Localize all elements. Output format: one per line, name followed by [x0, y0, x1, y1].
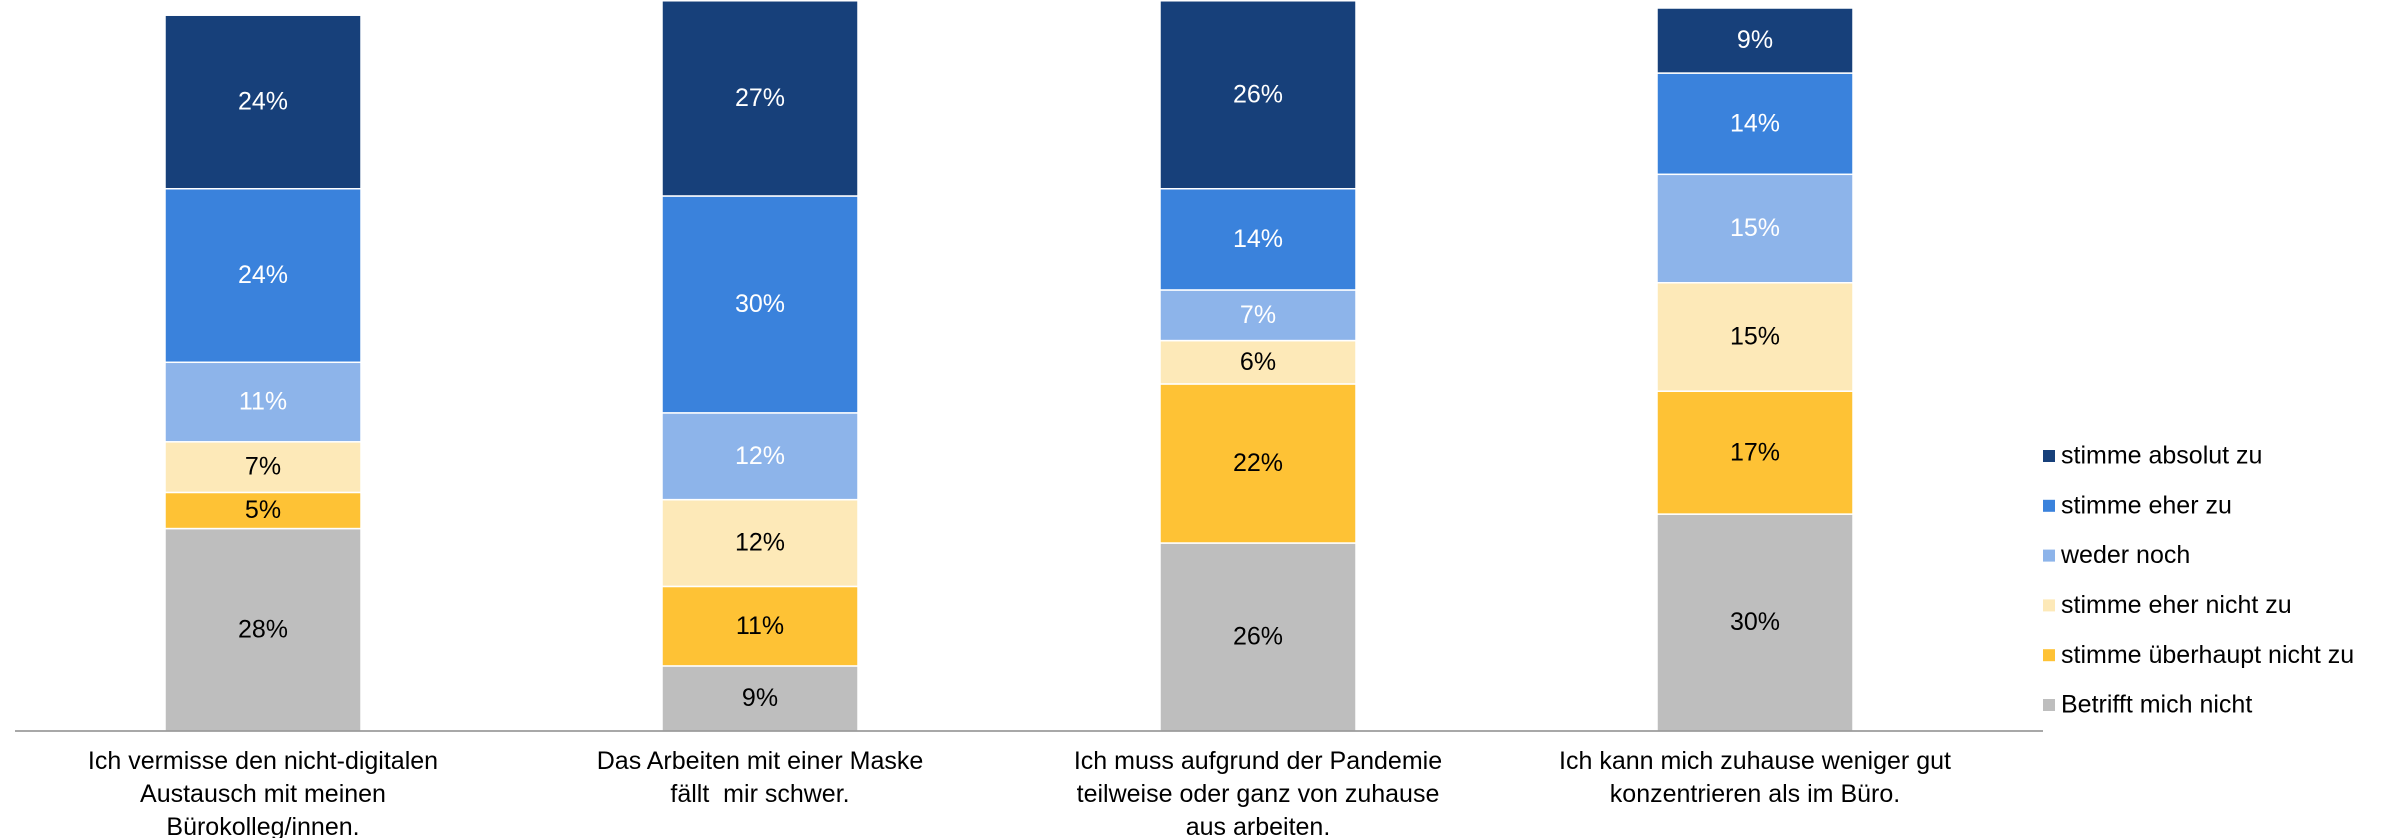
bar-segment — [1159, 188, 1357, 291]
data-label: 14% — [1730, 109, 1780, 137]
bar-segment — [164, 14, 362, 190]
legend-label: stimme absolut zu — [2061, 442, 2262, 470]
bar-segment — [661, 498, 859, 588]
data-label: 17% — [1730, 438, 1780, 466]
data-label: 6% — [1240, 348, 1276, 376]
data-label: 22% — [1233, 449, 1283, 477]
data-label: 11% — [239, 388, 287, 416]
bar-segment — [1656, 7, 1854, 74]
legend-label: stimme eher nicht zu — [2061, 591, 2292, 619]
data-label: 9% — [1737, 26, 1773, 54]
data-label: 28% — [238, 615, 288, 643]
bar-segment — [164, 491, 362, 530]
label-line: aus arbeiten. — [1186, 813, 1331, 838]
bar-segment — [164, 361, 362, 443]
bar-segment — [661, 0, 859, 197]
data-label: 14% — [1233, 225, 1283, 253]
label-line: Das Arbeiten mit einer Maske — [597, 747, 924, 775]
data-label: 12% — [735, 529, 785, 557]
x-tick-label: Das Arbeiten mit einer Maske fällt mir sc… — [597, 747, 924, 808]
label-line: konzentrieren als im Büro. — [1610, 780, 1900, 808]
bar-segment — [1656, 72, 1854, 176]
bar-segment — [1159, 289, 1357, 342]
legend-label: stimme überhaupt nicht zu — [2061, 641, 2354, 669]
label-line: Ich kann mich zuhause weniger gut — [1559, 747, 1951, 775]
data-label: 27% — [735, 84, 785, 112]
x-tick-label: Ich kann mich zuhause weniger gut konzent… — [1559, 747, 1951, 808]
bar-segment — [1656, 281, 1854, 392]
x-tick-label: Ich vermisse den nicht-digitalen Austausc… — [88, 747, 438, 838]
data-label: 30% — [1730, 608, 1780, 636]
data-label: 24% — [238, 88, 288, 116]
data-label: 30% — [735, 290, 785, 318]
legend-label: Betrifft mich nicht — [2061, 691, 2252, 719]
bar-segment — [661, 585, 859, 667]
legend-swatch — [2043, 699, 2055, 711]
data-label: 5% — [245, 496, 281, 524]
label-line: Austausch mit meinen — [140, 780, 386, 808]
bar-segment — [1159, 0, 1357, 190]
bar-segment — [1656, 390, 1854, 515]
label-line: Ich muss aufgrund der Pandemie — [1074, 747, 1442, 775]
legend-label: stimme eher zu — [2061, 491, 2232, 519]
data-label: 15% — [1730, 214, 1780, 242]
bar-segment — [661, 195, 859, 414]
data-label: 7% — [1240, 301, 1276, 329]
legend-swatch — [2043, 649, 2055, 662]
label-line: teilweise oder ganz von zuhause — [1077, 780, 1440, 808]
x-tick-label: Ich muss aufgrund der Pandemie teilweise … — [1074, 747, 1442, 838]
bar-segment — [1159, 339, 1357, 385]
legend-swatch — [2043, 499, 2055, 512]
data-label: 15% — [1730, 323, 1780, 351]
data-label: 12% — [735, 442, 785, 470]
label-line: fällt mir schwer. — [670, 780, 849, 808]
label-line: Ich vermisse den nicht-digitalen — [88, 747, 438, 775]
bar-segment — [661, 412, 859, 501]
bar-segment — [164, 188, 362, 364]
data-label: 26% — [1233, 80, 1283, 108]
data-label: 24% — [238, 261, 288, 289]
bar-segment — [1159, 542, 1357, 732]
bar-segment — [1656, 513, 1854, 732]
legend-swatch — [2043, 549, 2055, 562]
data-label: 26% — [1233, 623, 1283, 651]
data-label: 9% — [742, 684, 778, 712]
label-line: Bürokolleg/innen. — [166, 813, 359, 838]
bar-segment — [164, 527, 362, 732]
legend-label: weder noch — [2060, 541, 2190, 569]
data-label: 7% — [245, 453, 281, 481]
data-label: 11% — [736, 612, 784, 640]
legend-swatch — [2043, 599, 2055, 612]
legend-swatch — [2043, 450, 2055, 462]
